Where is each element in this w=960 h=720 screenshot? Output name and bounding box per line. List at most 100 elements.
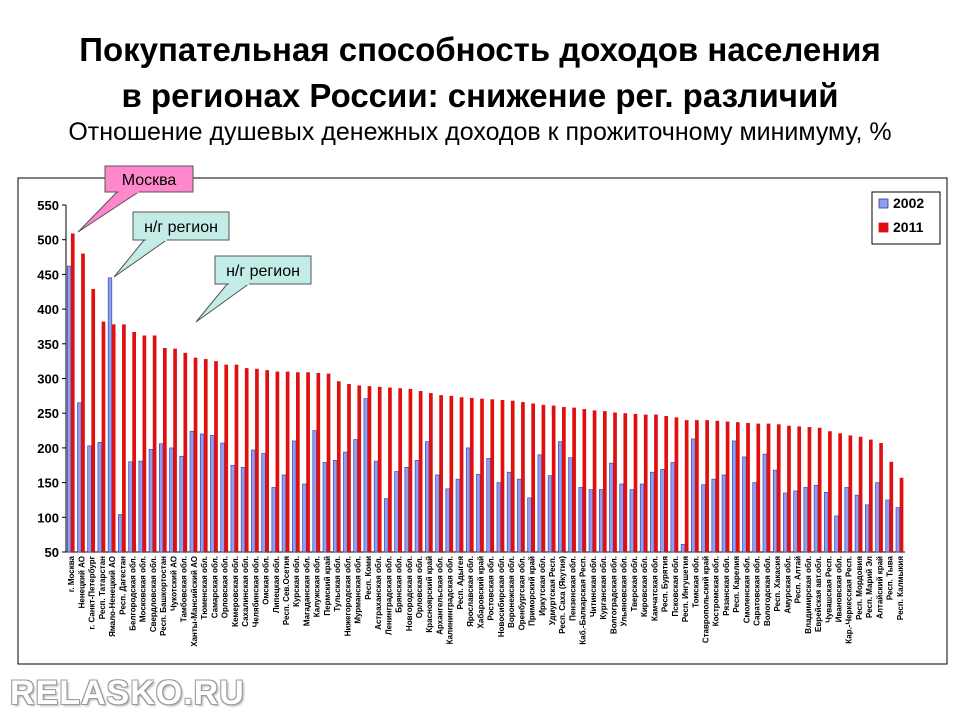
x-tick-label: Респ. Алтай bbox=[794, 556, 803, 603]
bar-2011 bbox=[285, 371, 290, 552]
x-tick-label: Ямало-Ненецкий АО bbox=[108, 556, 117, 637]
bar-2011 bbox=[101, 321, 106, 552]
bar-2002 bbox=[445, 488, 450, 553]
x-tick-label: Респ. Адыгея bbox=[456, 556, 465, 610]
x-tick-label: Респ. Хакасия bbox=[773, 556, 782, 612]
subtitle: Отношение душевых денежных доходов к про… bbox=[68, 118, 892, 146]
bar-2011 bbox=[572, 407, 576, 552]
x-tick-label: Нижегородская обл. bbox=[343, 556, 352, 636]
bar-2002 bbox=[476, 473, 481, 553]
bar-2002 bbox=[169, 447, 174, 553]
bar-2011 bbox=[173, 348, 177, 552]
bar-2011 bbox=[367, 386, 372, 552]
bar-2011 bbox=[766, 423, 771, 552]
x-tick-label: Респ. Мордовия bbox=[855, 556, 864, 620]
bar-2002 bbox=[384, 498, 389, 553]
bar-2002 bbox=[588, 489, 594, 553]
x-tick-label: Оренбургская обл. bbox=[517, 556, 526, 630]
x-tick-label: Рязанская обл. bbox=[722, 556, 731, 616]
bar-2011 bbox=[275, 371, 280, 552]
callout: Москва bbox=[77, 165, 194, 233]
legend-swatch bbox=[878, 222, 889, 233]
x-tick-label: Респ. Тыва bbox=[886, 555, 895, 600]
bar-2002 bbox=[465, 447, 471, 553]
bar-2002 bbox=[312, 430, 317, 553]
x-tick-label: Волгоградская обл. bbox=[609, 556, 618, 634]
bar-2011 bbox=[377, 386, 382, 552]
bar-2002 bbox=[128, 461, 133, 553]
legend-label: 2011 bbox=[893, 219, 924, 235]
bar-2002 bbox=[87, 445, 92, 553]
x-tick-label: Сахалинская обл. bbox=[241, 556, 250, 627]
bar-2011 bbox=[265, 370, 269, 552]
x-tick-label: Респ. Сев.Осетия bbox=[282, 556, 291, 625]
bar-2011 bbox=[296, 372, 300, 552]
bar-2002 bbox=[824, 492, 829, 553]
bar-2002 bbox=[558, 441, 563, 553]
x-tick-label: Тверская обл. bbox=[630, 556, 639, 611]
bar-2002 bbox=[486, 458, 491, 553]
x-tick-label: Орловская обл. bbox=[221, 556, 230, 618]
x-tick-label: Пензенская обл. bbox=[568, 556, 577, 621]
bar-2002 bbox=[159, 443, 164, 553]
x-tick-label: Магаданская обл. bbox=[302, 556, 311, 626]
x-tick-label: Ярославская обл. bbox=[466, 556, 475, 627]
x-tick-label: Респ. Саха (Якутия) bbox=[558, 556, 567, 634]
bar-2002 bbox=[404, 467, 409, 553]
bar-2002 bbox=[670, 462, 675, 553]
x-tick-label: Смоленская обл. bbox=[742, 556, 751, 623]
x-tick-label: Тамбовская обл. bbox=[180, 556, 189, 622]
x-tick-label: Иркутская обл. bbox=[538, 556, 547, 616]
x-tick-label: Ставропольский край bbox=[701, 556, 710, 643]
bar-2011 bbox=[807, 427, 812, 552]
bar-2002 bbox=[230, 464, 235, 553]
x-tick-label: Астраханская обл. bbox=[374, 556, 383, 630]
bar-2011 bbox=[664, 415, 669, 552]
x-tick-label: Респ. Калмыкия bbox=[896, 556, 905, 620]
bar-2002 bbox=[875, 482, 880, 553]
callouts: Москва н/г регион н/г регион bbox=[77, 165, 312, 323]
bar-2011 bbox=[480, 398, 484, 552]
bar-2011 bbox=[797, 426, 802, 552]
bar-2011 bbox=[306, 372, 310, 552]
x-tick-label: Костромская обл. bbox=[712, 556, 721, 626]
bar-2002 bbox=[854, 494, 860, 553]
x-tick-label: Мурманская обл. bbox=[354, 556, 363, 624]
bar-2002 bbox=[813, 485, 819, 553]
bar-2011 bbox=[643, 414, 648, 552]
bar-2011 bbox=[746, 422, 750, 552]
bar-2002 bbox=[373, 460, 379, 553]
bar-2002 bbox=[506, 471, 512, 553]
bar-2011 bbox=[684, 420, 689, 552]
bar-2011 bbox=[654, 414, 658, 552]
bar-2002 bbox=[793, 490, 798, 553]
bar-2002 bbox=[701, 484, 706, 553]
bar-2011 bbox=[705, 420, 709, 552]
bar-2002 bbox=[803, 487, 808, 553]
x-tick-label: Респ. Коми bbox=[364, 556, 373, 600]
x-tick-label: Архангельская обл. bbox=[435, 556, 444, 635]
bar-2002 bbox=[650, 471, 655, 553]
bar-2002 bbox=[77, 402, 82, 553]
bar-2011 bbox=[592, 410, 597, 552]
bar-2002 bbox=[527, 497, 532, 553]
x-tick-label: Респ. Ингушетия bbox=[681, 556, 690, 622]
x-tick-label: Хабаровский край bbox=[476, 556, 485, 629]
bar-2011 bbox=[817, 427, 822, 552]
bar-2011 bbox=[889, 461, 894, 552]
y-tick-label: 250 bbox=[37, 406, 59, 421]
x-tick-label: г. Санкт-Петербург bbox=[88, 555, 97, 629]
bar-2002 bbox=[353, 439, 358, 553]
bar-2011 bbox=[408, 388, 413, 552]
x-tick-label: Читинская обл. bbox=[589, 556, 598, 617]
x-tick-label: Чукотский АО bbox=[169, 556, 178, 611]
bar-2011 bbox=[899, 477, 904, 552]
bar-2011 bbox=[429, 393, 433, 552]
bar-2002 bbox=[844, 487, 849, 553]
bar-2002 bbox=[302, 483, 307, 553]
bar-2002 bbox=[762, 453, 767, 553]
bar-2002 bbox=[435, 474, 440, 553]
x-tick-label: Респ. Бурятия bbox=[661, 556, 670, 612]
bar-2002 bbox=[711, 478, 716, 553]
x-tick-label: Ленинградская обл. bbox=[384, 556, 393, 635]
